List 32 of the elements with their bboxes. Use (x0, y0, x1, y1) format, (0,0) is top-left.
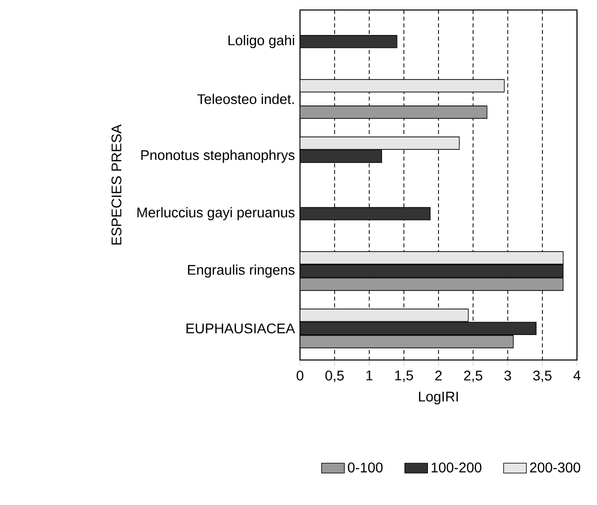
x-tick-label: 3,5 (533, 370, 552, 382)
y-tick-label: Loligo gahi (228, 35, 294, 48)
bar (300, 34, 398, 48)
bar (300, 106, 488, 119)
x-tick-label: 2 (435, 370, 442, 380)
bar (300, 308, 469, 322)
bar (300, 322, 536, 336)
y-tick-label: Engraulis ringens (188, 264, 295, 278)
x-tick-label: 3 (504, 370, 512, 381)
bar (300, 278, 564, 291)
bar (300, 136, 460, 150)
y-axis-title: ESPECIES PRESA (111, 124, 122, 245)
legend-label: 100-200 (432, 462, 482, 472)
x-tick-label: 1 (366, 370, 372, 380)
bar (300, 335, 514, 348)
bar (300, 251, 564, 264)
bar (300, 207, 431, 220)
bar (300, 79, 505, 92)
y-tick-label: Teleosteo indet. (197, 94, 294, 104)
bar (300, 150, 382, 163)
x-tick-label: 1,5 (395, 370, 414, 382)
legend-label: 0-100 (348, 462, 383, 472)
x-tick-label: 0,5 (325, 370, 344, 382)
x-tick-label: 2,5 (464, 370, 482, 382)
x-axis-title: LogIRI (419, 392, 458, 404)
y-tick-label: Merluccius gayi peruanus (137, 207, 295, 220)
x-tick-label: 4 (573, 370, 580, 380)
x-tick-label: 0 (296, 370, 304, 381)
bar (300, 264, 564, 278)
y-tick-label: EUPHAUSIACEA (186, 323, 296, 334)
y-tick-label: Pnonotus stephanophrys (141, 150, 295, 163)
legend-label: 200-300 (530, 462, 580, 472)
